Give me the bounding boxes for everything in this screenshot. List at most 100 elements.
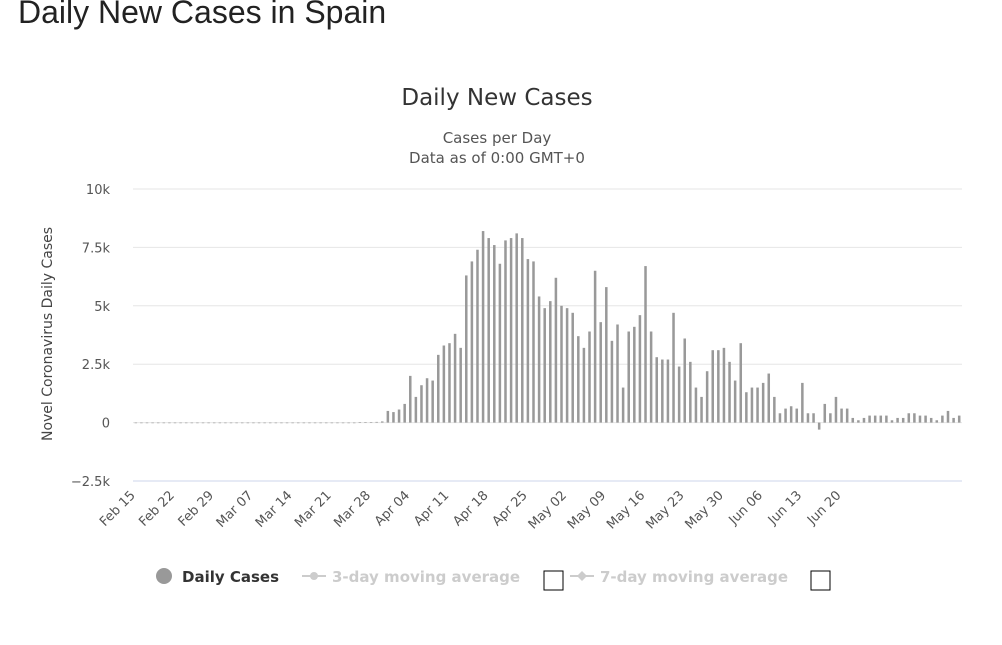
bar[interactable] [509,238,513,423]
bar[interactable] [268,422,272,424]
bar[interactable] [313,422,317,424]
bar[interactable] [179,422,182,424]
bar[interactable] [817,422,821,430]
bar[interactable] [308,422,311,424]
bar[interactable] [593,270,597,423]
bar[interactable] [795,408,799,423]
bar[interactable] [201,422,205,424]
bar[interactable] [381,421,384,423]
bar[interactable] [829,413,832,423]
bar[interactable] [901,417,905,423]
bar[interactable] [851,417,855,423]
bar[interactable] [627,331,630,423]
bar[interactable] [896,417,899,423]
bar[interactable] [218,422,222,424]
bar[interactable] [392,412,395,423]
bar[interactable] [834,396,838,423]
bar[interactable] [929,417,933,423]
bar[interactable] [621,387,625,423]
bar[interactable] [459,347,462,423]
bar[interactable] [257,422,261,424]
bar[interactable] [672,312,675,423]
bar[interactable] [582,347,586,423]
bar[interactable] [347,422,350,424]
bar[interactable] [845,408,849,423]
bar[interactable] [515,233,518,423]
bar[interactable] [212,422,216,424]
bar[interactable] [470,261,474,423]
bar[interactable] [442,345,446,423]
bar[interactable] [358,422,362,423]
bar[interactable] [409,375,412,423]
bar[interactable] [711,350,714,423]
bar[interactable] [352,422,356,424]
bar[interactable] [683,338,686,423]
bar[interactable] [173,422,177,424]
bar[interactable] [330,422,334,424]
bar[interactable] [778,413,782,423]
bar[interactable] [134,422,138,424]
bar[interactable] [935,420,939,423]
bar[interactable] [420,385,423,423]
bar[interactable] [761,382,765,423]
bar[interactable] [375,421,378,423]
bar[interactable] [862,417,866,423]
bar[interactable] [437,354,440,423]
bar[interactable] [274,422,278,424]
bar[interactable] [605,287,608,423]
bar[interactable] [700,396,703,423]
bar[interactable] [890,420,894,423]
bar[interactable] [543,308,546,423]
bar[interactable] [425,378,429,423]
bar[interactable] [190,422,194,424]
bar[interactable] [431,380,434,423]
legend-item-3-day-moving-average[interactable]: 3-day moving average [302,568,520,586]
bar[interactable] [610,340,614,423]
bar[interactable] [246,422,250,424]
bar[interactable] [151,422,154,424]
bar[interactable] [207,422,210,424]
bar[interactable] [521,238,524,423]
bar[interactable] [453,333,457,423]
bar[interactable] [946,410,950,423]
bar[interactable] [666,359,670,423]
bar[interactable] [873,415,877,423]
legend-item-7-day-moving-average[interactable]: 7-day moving average [570,568,788,586]
bar[interactable] [644,266,647,423]
bar[interactable] [879,415,883,423]
bar[interactable] [336,422,339,424]
bar[interactable] [655,357,658,423]
bar[interactable] [649,331,653,423]
bar[interactable] [924,415,927,423]
bar[interactable] [588,331,591,423]
bar[interactable] [145,422,149,424]
bar[interactable] [616,324,619,423]
bar[interactable] [577,336,580,423]
bar[interactable] [728,361,731,423]
bar[interactable] [560,305,563,423]
bar[interactable] [364,422,367,423]
bar[interactable] [705,371,709,423]
bar[interactable] [549,301,552,423]
bar[interactable] [677,366,681,423]
bar[interactable] [493,245,496,423]
bar[interactable] [280,422,283,424]
bar[interactable] [840,408,843,423]
bar[interactable] [235,422,238,424]
bar[interactable] [504,240,507,423]
bar[interactable] [140,422,143,424]
bar[interactable] [240,422,244,424]
bar[interactable] [224,422,227,424]
bar[interactable] [263,422,266,424]
bar[interactable] [801,382,804,423]
bar[interactable] [324,422,328,424]
bar[interactable] [599,322,602,423]
bar[interactable] [386,410,390,423]
bar[interactable] [823,403,827,423]
bar[interactable] [554,277,558,423]
bar[interactable] [319,422,322,424]
bar[interactable] [868,415,871,423]
bar[interactable] [296,422,300,424]
bar[interactable] [302,422,306,424]
legend-checkbox[interactable] [810,570,831,591]
